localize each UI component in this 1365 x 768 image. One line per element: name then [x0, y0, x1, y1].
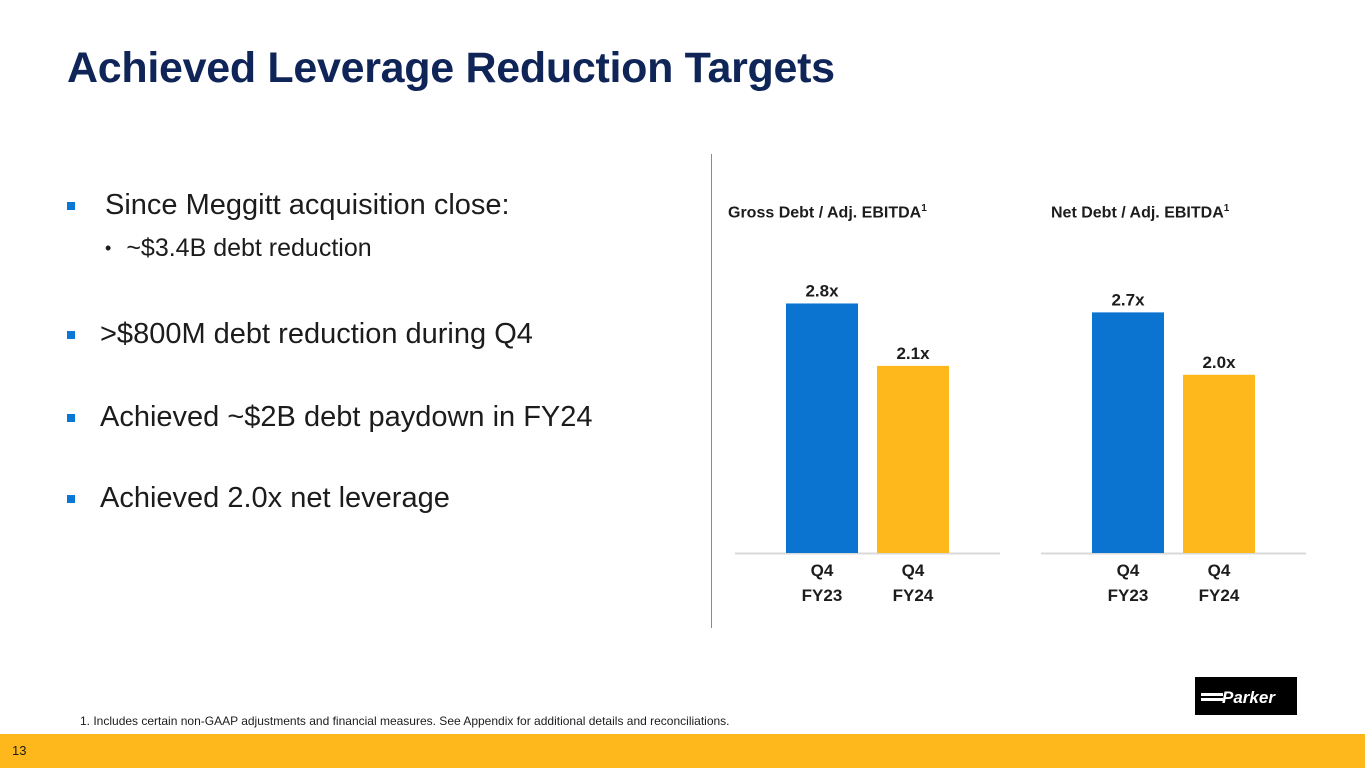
x-tick-label: FY23: [1108, 586, 1149, 605]
bullet-square-icon: [67, 494, 75, 503]
chart-title-text: Net Debt / Adj. EBITDA: [1051, 204, 1224, 222]
bullet-square-icon: [67, 330, 75, 339]
bullet-dot-icon: •: [105, 238, 112, 258]
bottom-bar: 13: [0, 734, 1365, 768]
bullet-square-icon: [67, 413, 75, 422]
chart-title-gross: Gross Debt / Adj. EBITDA1: [728, 203, 927, 222]
chart-title-footnote-mark: 1: [921, 203, 927, 214]
bar-q4-fy23: [786, 303, 858, 553]
x-tick-label: FY24: [893, 586, 934, 605]
bullet-text: Achieved 2.0x net leverage: [100, 482, 450, 514]
bullet-text: >$800M debt reduction during Q4: [100, 318, 533, 350]
x-tick-label: Q4: [902, 561, 925, 580]
data-label: 2.7x: [1111, 290, 1145, 309]
vertical-divider: [711, 154, 712, 628]
data-label: 2.0x: [1202, 353, 1236, 372]
bullet-item: Achieved ~$2B debt paydown in FY24: [67, 401, 593, 434]
sub-bullet-item: • ~$3.4B debt reduction: [105, 234, 372, 263]
chart-title-text: Gross Debt / Adj. EBITDA: [728, 204, 922, 222]
bar-q4-fy23: [1092, 312, 1164, 553]
bullet-text: Achieved ~$2B debt paydown in FY24: [100, 401, 593, 433]
footnote: 1. Includes certain non-GAAP adjustments…: [80, 714, 730, 728]
parker-logo-icon: Parker: [1201, 688, 1276, 707]
bar-q4-fy24: [877, 365, 949, 553]
data-label: 2.8x: [805, 281, 839, 300]
parker-logo: Parker: [1195, 677, 1297, 715]
page-number: 13: [12, 743, 27, 758]
bar-q4-fy24: [1183, 374, 1255, 553]
bullet-item: Achieved 2.0x net leverage: [67, 482, 450, 515]
slide-title: Achieved Leverage Reduction Targets: [67, 44, 835, 92]
chart-title-net: Net Debt / Adj. EBITDA1: [1051, 203, 1229, 222]
bullet-item: Since Meggitt acquisition close:: [67, 189, 510, 222]
x-tick-label: Q4: [1117, 561, 1140, 580]
sub-bullet-text: ~$3.4B debt reduction: [126, 234, 372, 262]
x-tick-label: FY24: [1199, 586, 1240, 605]
net-debt-chart: 2.7x Q4 FY23 2.0x Q4 FY24: [1041, 290, 1306, 605]
x-tick-label: Q4: [1208, 561, 1231, 580]
gross-debt-chart: 2.8x Q4 FY23 2.1x Q4 FY24: [735, 281, 1000, 605]
x-tick-label: FY23: [802, 586, 843, 605]
parker-logo-text: Parker: [1222, 688, 1276, 707]
bullet-text: Since Meggitt acquisition close:: [105, 189, 510, 221]
data-label: 2.1x: [896, 344, 930, 363]
chart-title-footnote-mark: 1: [1223, 203, 1230, 214]
bullet-item: >$800M debt reduction during Q4: [67, 318, 533, 351]
bullet-list: Since Meggitt acquisition close: • ~$3.4…: [0, 0, 700, 560]
bullet-square-icon: [67, 201, 75, 210]
x-tick-label: Q4: [811, 561, 834, 580]
